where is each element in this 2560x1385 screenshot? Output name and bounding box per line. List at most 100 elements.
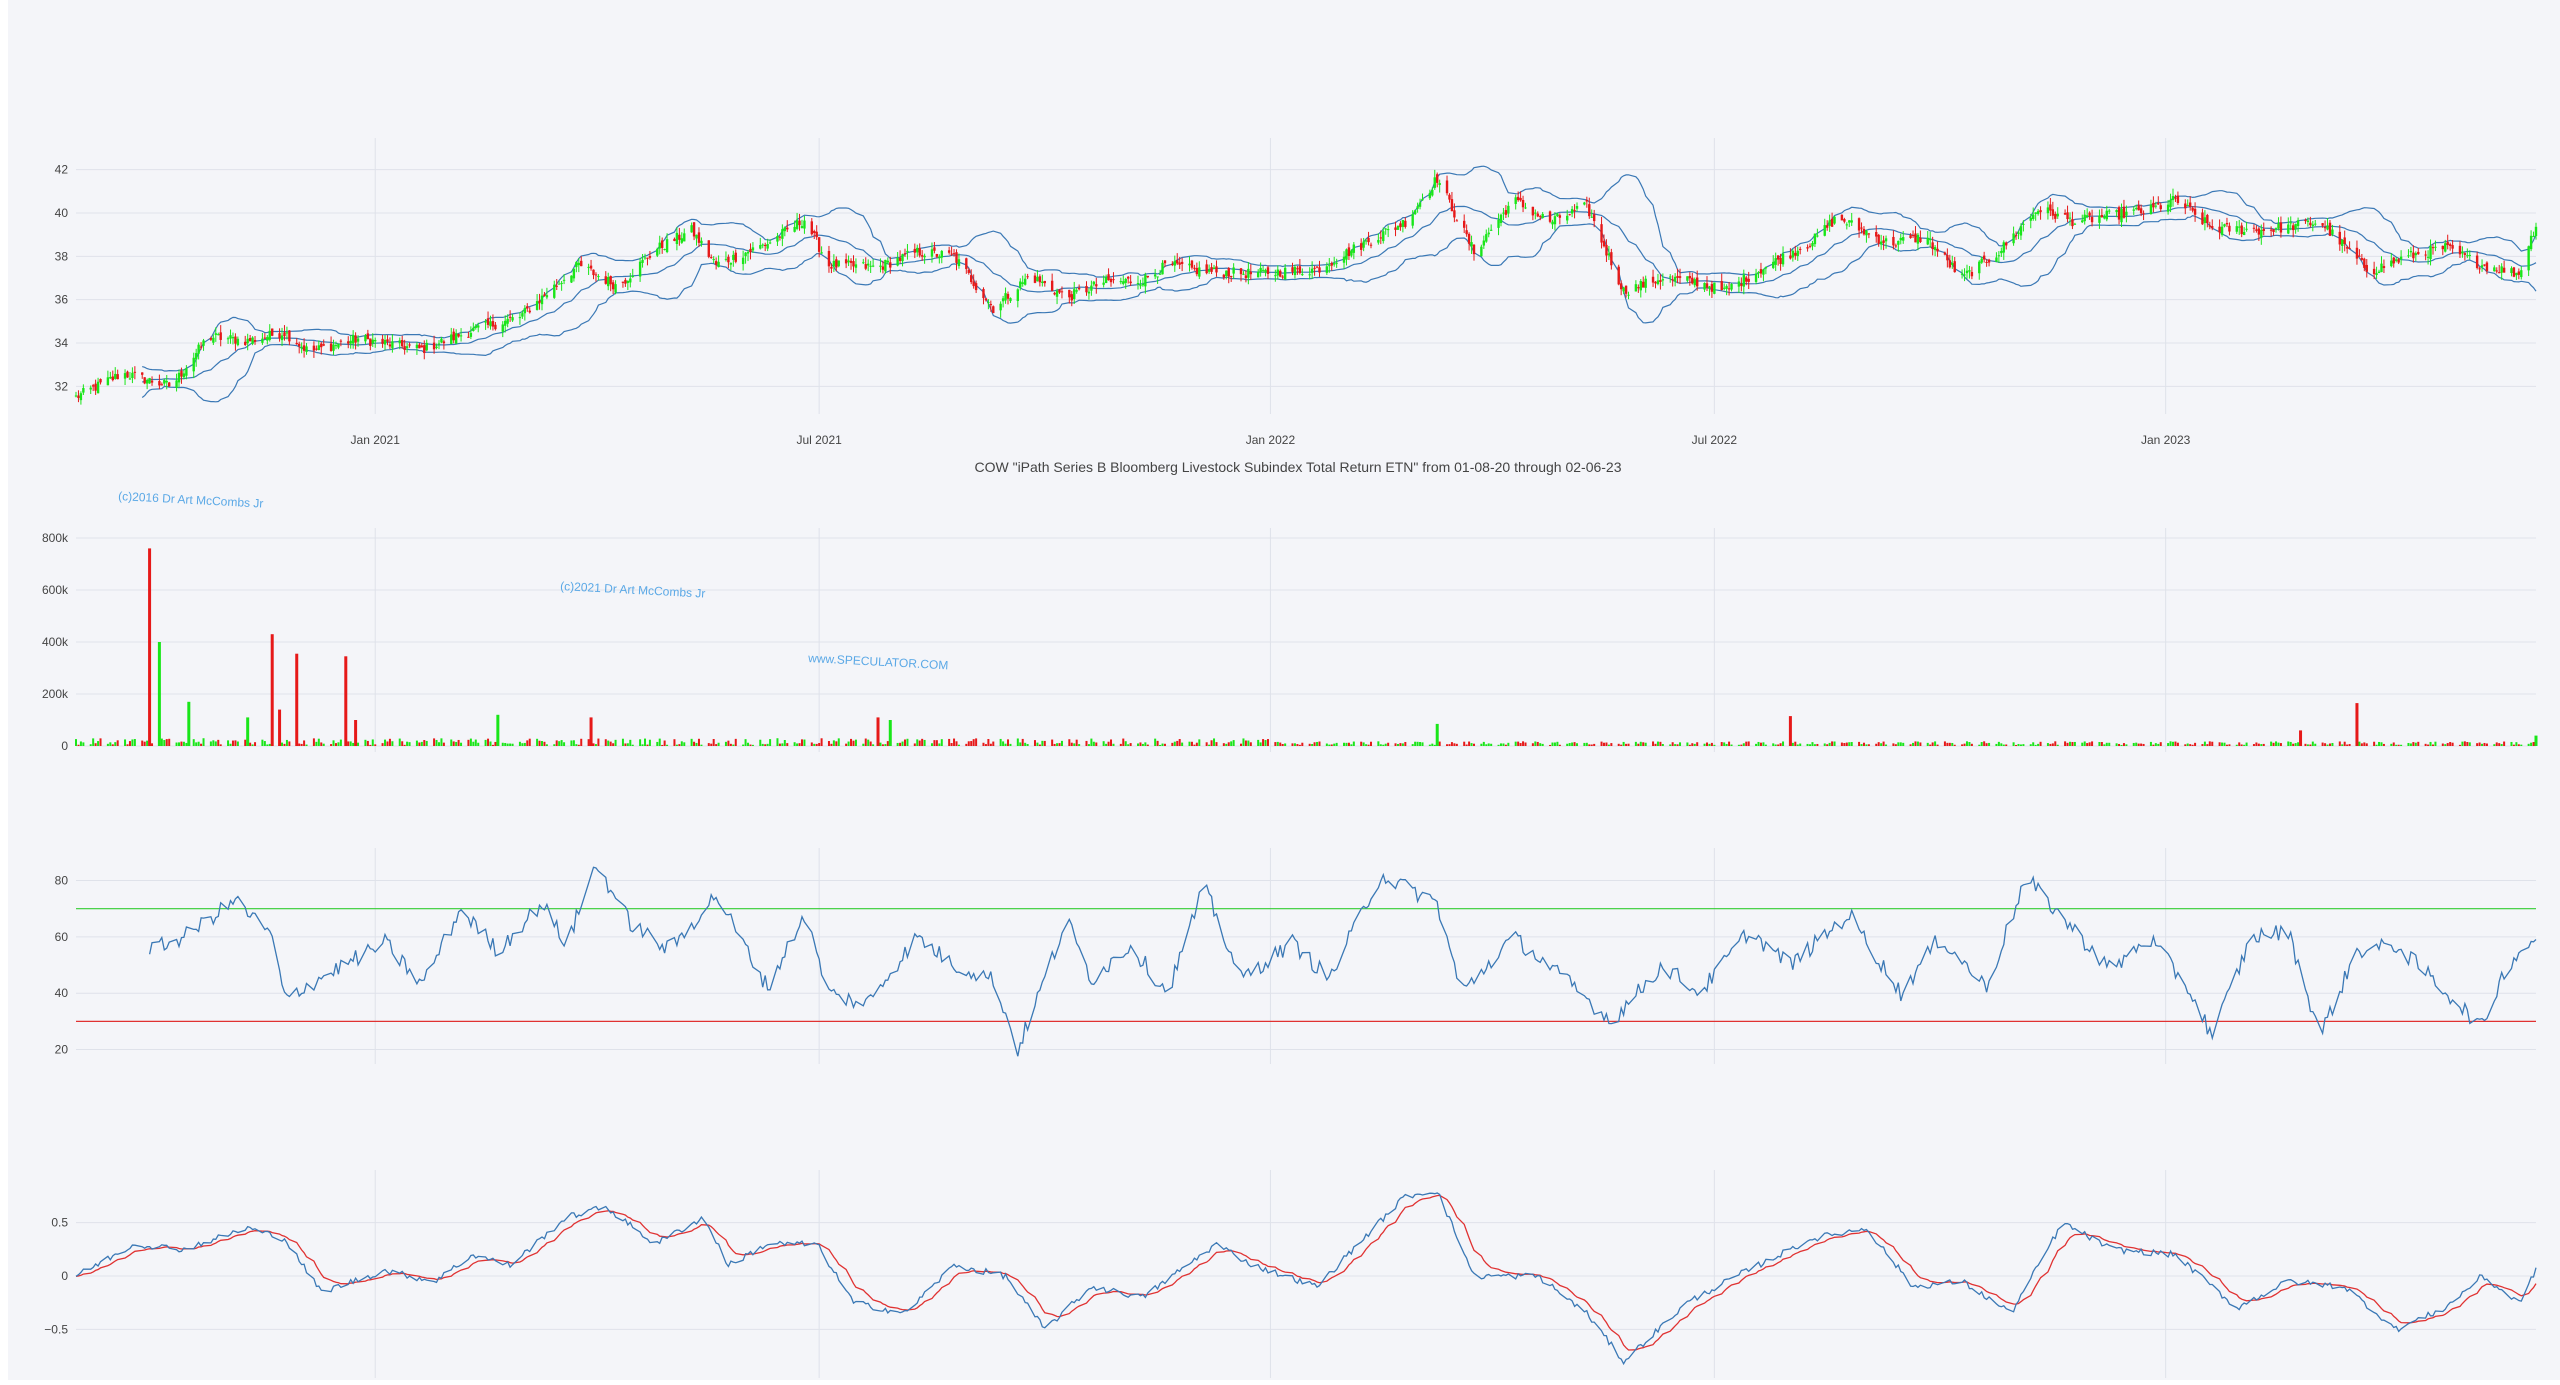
candle-up <box>1073 289 1076 300</box>
volume-bar <box>175 742 178 746</box>
volume-bar <box>1266 739 1269 746</box>
volume-bar <box>1885 744 1888 746</box>
volume-bar <box>1335 742 1338 746</box>
candle-up <box>1153 274 1157 277</box>
volume-bar <box>710 743 713 746</box>
candle-up <box>197 344 200 354</box>
candle-down <box>486 318 490 325</box>
candle-down <box>312 345 316 351</box>
candle-up <box>474 325 477 328</box>
candle-down <box>849 260 853 263</box>
volume-bar <box>1222 743 1225 746</box>
candle-up <box>2083 214 2086 222</box>
volume-bar <box>197 741 200 746</box>
candle-down <box>1789 255 1792 259</box>
candle-down <box>844 259 848 264</box>
candle-up <box>1401 219 1405 227</box>
volume-bar <box>1637 743 1640 746</box>
volume-bar <box>776 738 779 746</box>
volume-bar <box>352 742 355 746</box>
candle-up <box>1965 270 1969 274</box>
volume-bar <box>1345 742 1348 746</box>
candle-up <box>2326 225 2329 230</box>
volume-bar <box>1590 744 1593 746</box>
candle-up <box>1310 268 1314 273</box>
candle-up <box>2277 223 2280 229</box>
volume-bar <box>1318 741 1321 746</box>
candle-down <box>2372 268 2376 275</box>
volume-bar <box>97 741 100 746</box>
candle-down <box>827 250 831 267</box>
candle-up <box>690 225 693 233</box>
volume-bar <box>214 741 217 746</box>
candle-down <box>2358 255 2361 257</box>
volume-bar <box>2441 743 2444 746</box>
volume-bar <box>437 742 440 746</box>
candle-down <box>1367 237 1370 243</box>
volume-bar <box>1796 744 1799 746</box>
candle-up <box>2260 229 2263 238</box>
price-y-tick-label: 38 <box>55 249 69 263</box>
volume-bar <box>1809 744 1812 746</box>
candle-down <box>1266 267 1270 274</box>
volume-bar <box>1620 744 1623 746</box>
volume-bar <box>536 738 539 746</box>
candle-up <box>1384 228 1387 230</box>
volume-bar <box>1102 741 1105 746</box>
volume-bar <box>2157 743 2160 746</box>
candle-up <box>356 338 360 342</box>
volume-bar <box>2108 742 2111 746</box>
candle-up <box>1364 240 1368 242</box>
volume-bar <box>2328 743 2331 746</box>
volume-bar <box>661 744 664 746</box>
volume-bar <box>1745 741 1748 746</box>
volume-bar <box>1823 743 1826 746</box>
candle-up <box>1553 216 1557 225</box>
candle-up <box>1104 277 1108 283</box>
volume-bar <box>1728 741 1731 746</box>
volume-bar <box>1092 741 1095 746</box>
candle-down <box>1178 262 1181 265</box>
volume-bar <box>1708 743 1711 746</box>
candle-up <box>1198 267 1201 277</box>
candle-down <box>1330 263 1333 266</box>
candle-down <box>2211 226 2214 229</box>
volume-bar <box>2397 744 2400 746</box>
candle-up <box>2203 217 2207 223</box>
volume-bar <box>528 738 531 746</box>
volume-bar <box>285 739 288 746</box>
volume-bar <box>1522 741 1525 746</box>
volume-bar <box>1450 742 1453 746</box>
candle-up <box>1963 274 1966 276</box>
candle-down <box>1860 227 1863 229</box>
volume-bar <box>1502 743 1505 746</box>
candle-down <box>947 250 951 253</box>
candle-up <box>2120 209 2123 223</box>
volume-bar <box>1845 742 1848 746</box>
volume-bar <box>1688 744 1691 746</box>
volume-bar <box>1894 744 1897 746</box>
volume-bar <box>575 744 578 746</box>
candle-down <box>1205 264 1208 274</box>
candle-up <box>1087 291 1091 294</box>
volume-bar <box>2409 743 2412 746</box>
candle-up <box>1301 274 1304 276</box>
volume-bar <box>182 741 185 746</box>
candle-up <box>656 248 659 256</box>
candle-up <box>1016 289 1020 302</box>
candle-down <box>2191 207 2194 211</box>
candle-down <box>852 261 855 267</box>
volume-bar <box>2037 743 2040 746</box>
candle-up <box>562 279 566 281</box>
candle-up <box>2169 199 2172 208</box>
candle-up <box>2395 259 2398 261</box>
candle-up <box>177 372 181 383</box>
volume-bar <box>1455 743 1458 746</box>
candle-up <box>268 330 271 340</box>
candle-down <box>970 275 973 283</box>
volume-bar <box>2338 741 2341 746</box>
volume-y-tick-label: 0 <box>61 739 68 753</box>
volume-bar <box>2272 742 2275 746</box>
candle-down <box>972 281 975 287</box>
volume-bar <box>2235 744 2238 746</box>
